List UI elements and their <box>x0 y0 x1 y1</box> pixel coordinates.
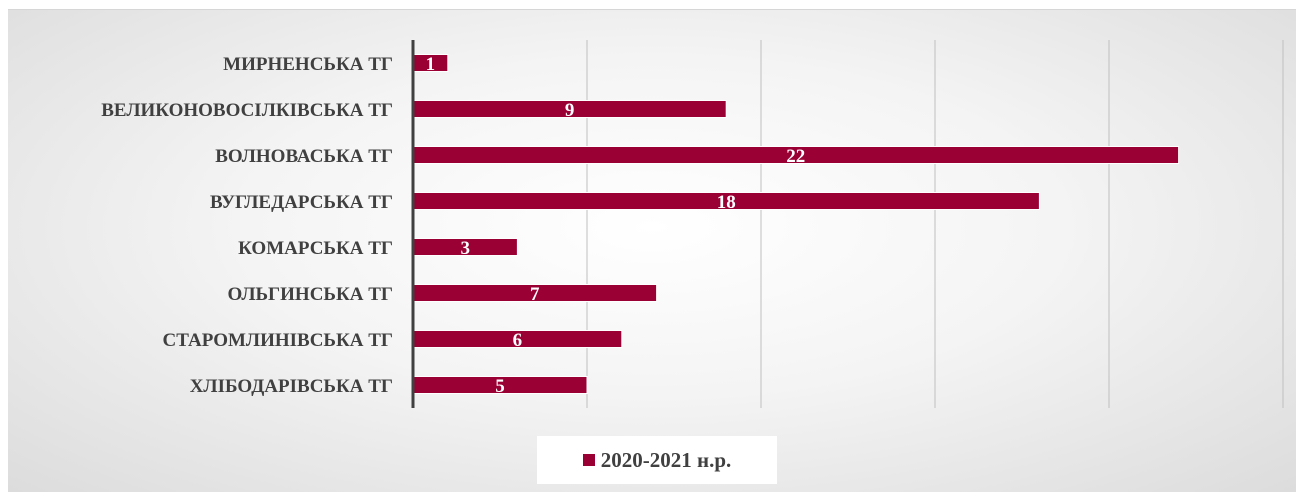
category-label: СТАРОМЛИНІВСЬКА ТГ <box>163 330 393 351</box>
category-label: МИРНЕНСЬКА ТГ <box>223 54 393 75</box>
category-label: ВЕЛИКОНОВОСІЛКІВСЬКА ТГ <box>101 100 393 121</box>
category-label: ВУГЛЕДАРСЬКА ТГ <box>210 192 393 213</box>
data-label: 1 <box>426 54 436 75</box>
data-label: 7 <box>530 284 540 305</box>
data-label: 3 <box>460 238 470 259</box>
bars: 1 9 22 18 3 7 6 5 <box>412 54 1180 397</box>
gridlines <box>586 40 1284 408</box>
data-label: 18 <box>717 192 736 213</box>
data-label: 6 <box>513 330 523 351</box>
data-label: 22 <box>786 146 805 167</box>
category-label: ВОЛНОВАСЬКА ТГ <box>215 146 393 167</box>
chart-area <box>8 9 1296 492</box>
legend-label: 2020-2021 н.р. <box>600 447 732 472</box>
category-label: ХЛІБОДАРІВСЬКА ТГ <box>190 376 393 397</box>
legend: 2020-2021 н.р. <box>537 436 777 484</box>
category-label: КОМАРСЬКА ТГ <box>238 238 393 259</box>
data-label: 5 <box>495 376 505 397</box>
category-labels: МИРНЕНСЬКА ТГ ВЕЛИКОНОВОСІЛКІВСЬКА ТГ ВОЛН… <box>101 54 393 397</box>
legend-swatch <box>582 454 595 466</box>
category-label: ОЛЬГИНСЬКА ТГ <box>228 284 394 305</box>
data-label: 9 <box>565 100 575 121</box>
